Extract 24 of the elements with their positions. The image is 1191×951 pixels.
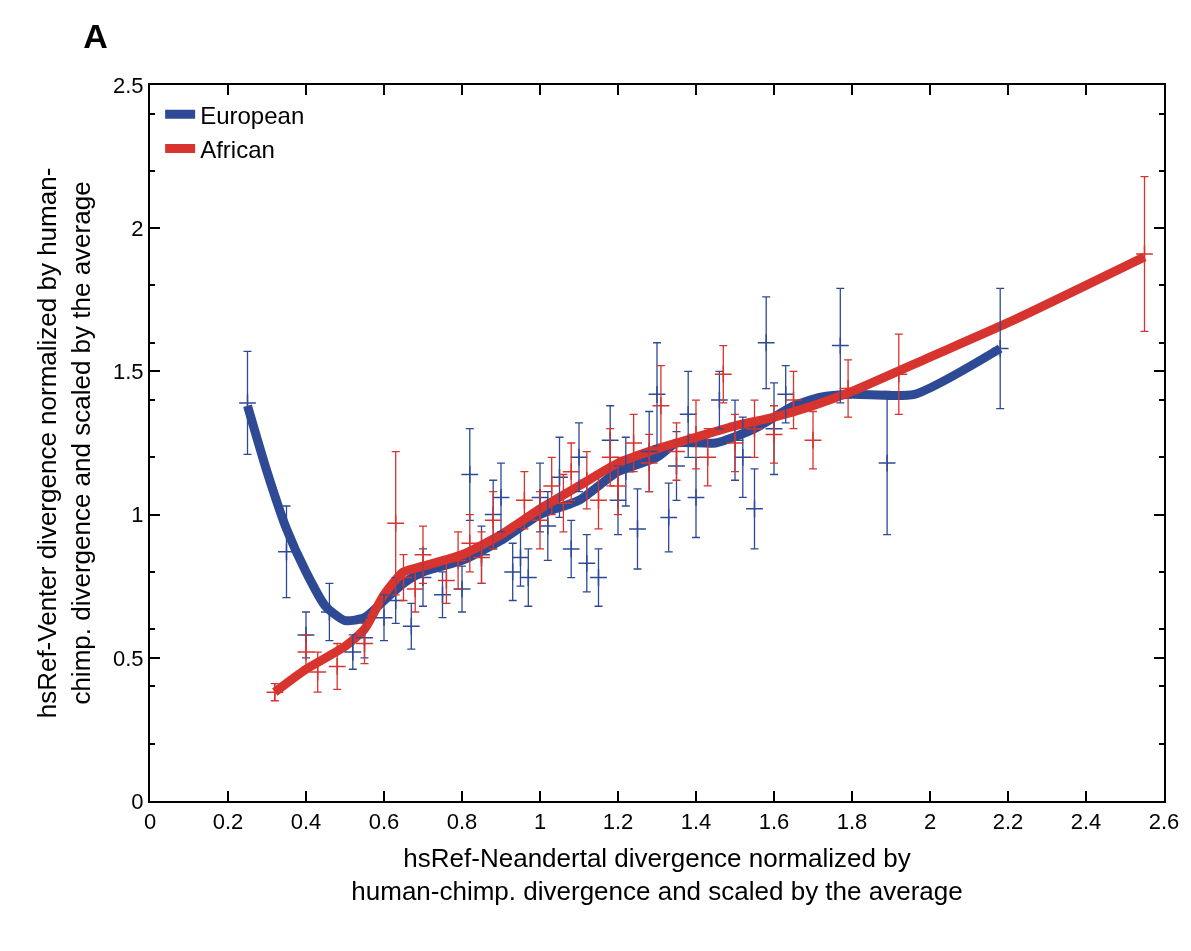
x-tick-label: 2.6 — [1148, 809, 1180, 835]
y-tick-label: 1.5 — [113, 359, 144, 385]
x-tick-label: 0.4 — [290, 809, 322, 835]
x-tick-label: 0.8 — [446, 809, 478, 835]
chart-title: A — [83, 16, 108, 55]
legend-label: African — [200, 135, 275, 163]
y-tick-label: 1 — [131, 502, 144, 528]
x-tick-label: 1.8 — [836, 809, 868, 835]
y-tick-label: 2.5 — [113, 72, 144, 98]
x-tick-label: 1.4 — [680, 809, 712, 835]
x-tick-label: 0.2 — [212, 809, 244, 835]
legend-label: European — [200, 101, 305, 129]
x-tick-label: 1.2 — [602, 809, 634, 835]
x-tick-label: 1.6 — [758, 809, 790, 835]
x-axis-title: hsRef-Neandertal divergence normalized by human-chimp. divergence and scaled by the average — [351, 842, 963, 907]
x-tick-label: 2 — [923, 809, 937, 835]
x-tick-label: 0.6 — [368, 809, 400, 835]
x-tick-label: 2.4 — [1070, 809, 1102, 835]
x-tick-label: 2.2 — [992, 809, 1024, 835]
y-tick-label: 2 — [131, 215, 144, 241]
x-tick-label: 1 — [533, 809, 547, 835]
y-tick-label: 0.5 — [113, 645, 144, 671]
y-tick-label: 0 — [131, 788, 144, 814]
y-axis-title: hsRef-Venter divergence normalized by human- chimp. divergence and scaled by the average — [32, 167, 96, 719]
